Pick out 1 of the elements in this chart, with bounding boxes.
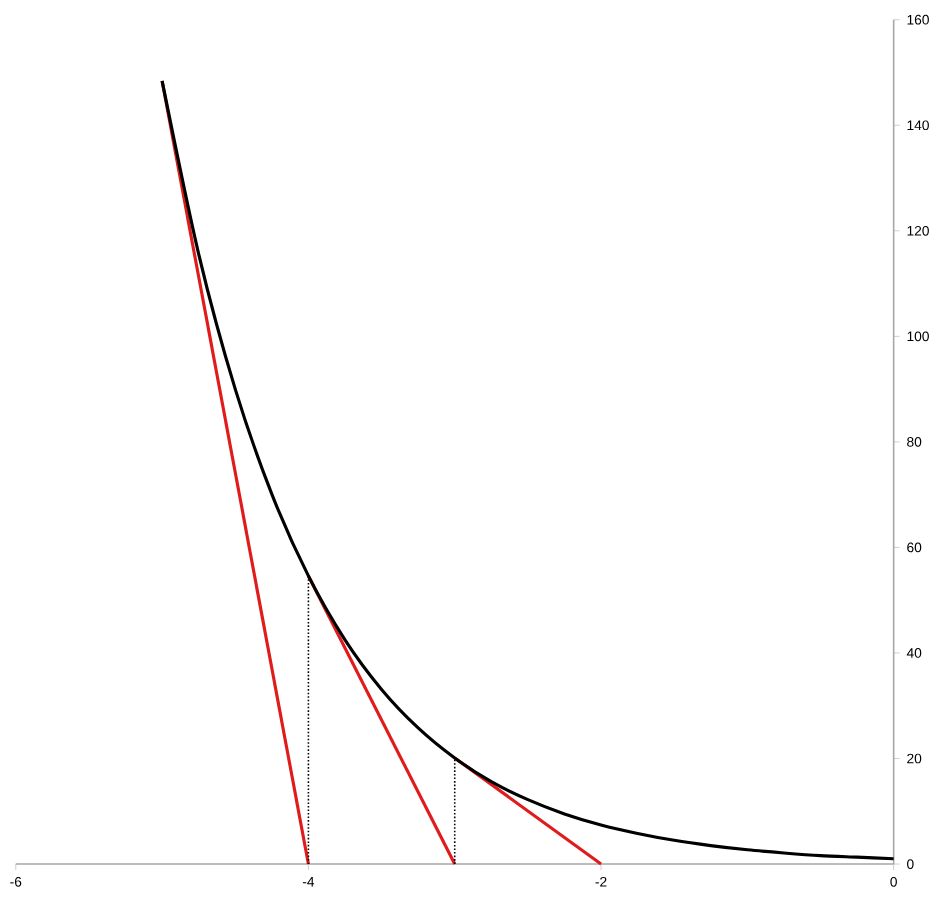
line-series	[160, 79, 896, 861]
